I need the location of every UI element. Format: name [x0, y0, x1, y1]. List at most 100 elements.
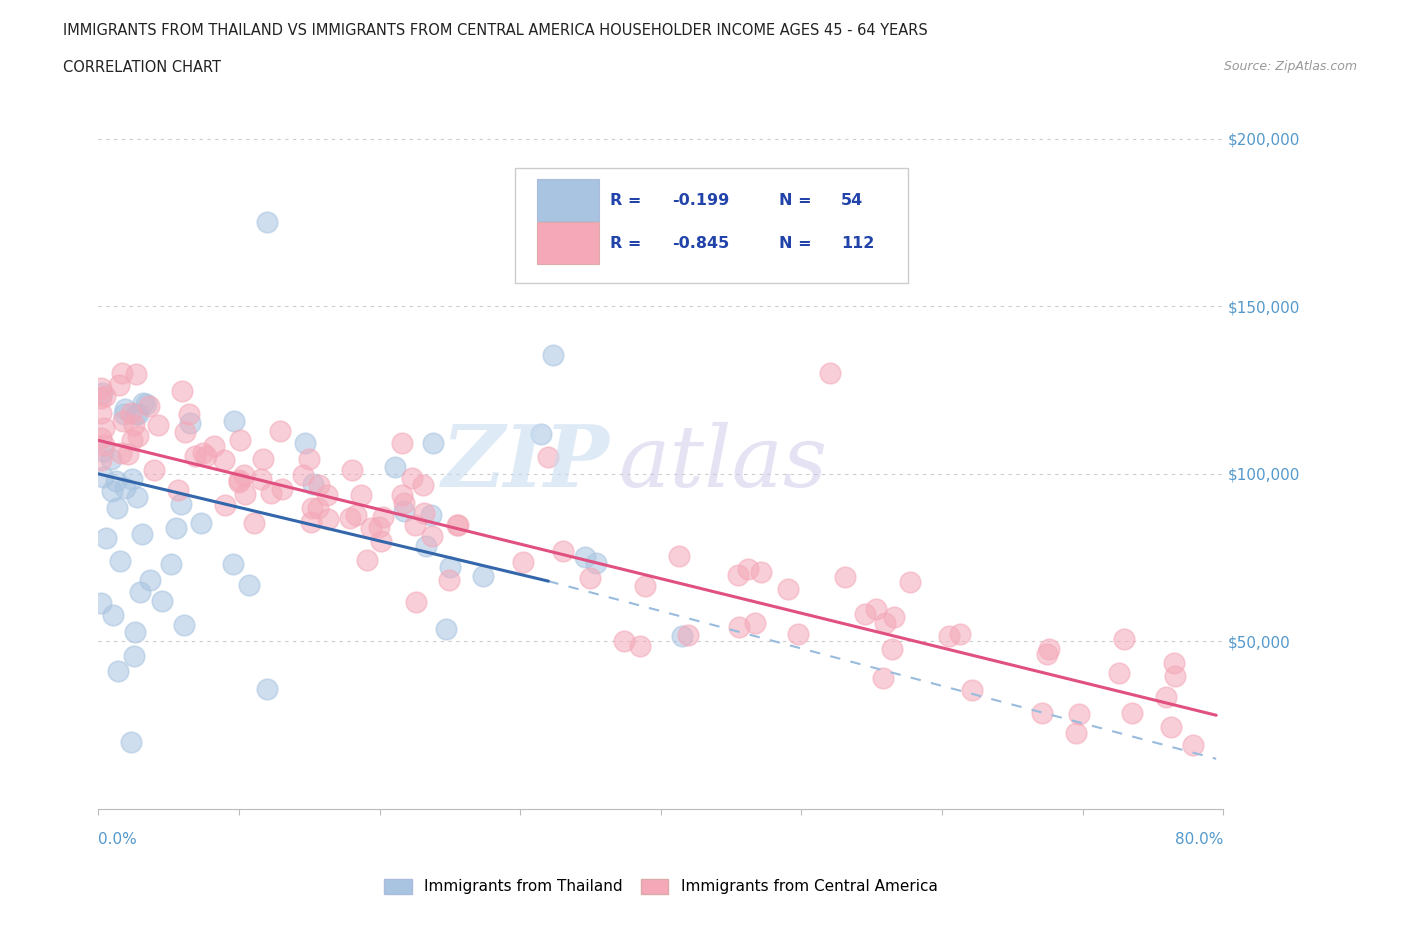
- Text: 54: 54: [841, 193, 863, 207]
- Point: [872, 671, 894, 685]
- Point: [107, 663, 129, 678]
- Point: [91, 470, 114, 485]
- Point: [252, 452, 274, 467]
- Point: [100, 451, 122, 466]
- Point: [233, 486, 256, 501]
- Point: [93, 438, 115, 453]
- Point: [415, 539, 437, 554]
- Point: [124, 625, 146, 640]
- Point: [628, 639, 651, 654]
- Point: [110, 445, 132, 460]
- Point: [318, 512, 340, 527]
- Point: [94, 389, 117, 404]
- Point: [174, 425, 197, 440]
- Text: N =: N =: [779, 193, 817, 207]
- Point: [120, 735, 142, 750]
- Point: [818, 365, 841, 380]
- Point: [1156, 689, 1178, 704]
- Point: [150, 594, 173, 609]
- Point: [138, 399, 160, 414]
- Point: [120, 405, 142, 420]
- Point: [356, 552, 378, 567]
- Point: [243, 515, 266, 530]
- Point: [222, 414, 245, 429]
- Point: [447, 517, 470, 532]
- Point: [371, 510, 394, 525]
- Point: [166, 482, 188, 497]
- Text: -0.845: -0.845: [672, 236, 730, 251]
- Point: [1121, 705, 1143, 720]
- Point: [898, 575, 921, 590]
- Point: [90, 391, 112, 405]
- Point: [853, 607, 876, 622]
- Point: [105, 473, 128, 488]
- Point: [422, 436, 444, 451]
- Point: [90, 595, 112, 610]
- Point: [307, 500, 329, 515]
- Point: [127, 406, 149, 421]
- Point: [173, 618, 195, 632]
- Point: [127, 429, 149, 444]
- Point: [91, 385, 114, 400]
- Point: [419, 508, 441, 523]
- Point: [301, 501, 323, 516]
- Point: [882, 642, 904, 657]
- Point: [579, 570, 602, 585]
- Point: [1067, 707, 1090, 722]
- Point: [93, 420, 115, 435]
- Point: [256, 682, 278, 697]
- Point: [574, 550, 596, 565]
- Text: N =: N =: [779, 236, 817, 251]
- Point: [260, 486, 283, 501]
- Point: [360, 520, 382, 535]
- Point: [183, 448, 205, 463]
- Point: [370, 534, 392, 549]
- Point: [949, 627, 972, 642]
- Point: [294, 435, 316, 450]
- Point: [228, 473, 250, 488]
- Point: [129, 585, 152, 600]
- Point: [249, 472, 271, 487]
- Point: [298, 452, 321, 467]
- Point: [114, 481, 136, 496]
- Point: [91, 444, 114, 458]
- Point: [308, 477, 330, 492]
- Point: [439, 560, 461, 575]
- Point: [125, 406, 148, 421]
- Point: [938, 629, 960, 644]
- Point: [291, 467, 314, 482]
- Point: [727, 567, 749, 582]
- Text: 0.0%: 0.0%: [98, 832, 138, 847]
- Point: [190, 516, 212, 531]
- Point: [367, 520, 389, 535]
- Point: [1066, 726, 1088, 741]
- Point: [122, 648, 145, 663]
- Point: [302, 476, 325, 491]
- Text: Source: ZipAtlas.com: Source: ZipAtlas.com: [1223, 60, 1357, 73]
- Point: [299, 514, 322, 529]
- Point: [391, 436, 413, 451]
- Point: [222, 557, 245, 572]
- Point: [111, 365, 134, 380]
- Point: [148, 418, 170, 433]
- Point: [229, 432, 252, 447]
- Point: [101, 484, 124, 498]
- Point: [214, 498, 236, 512]
- Point: [269, 424, 291, 439]
- Point: [195, 449, 218, 464]
- Point: [105, 500, 128, 515]
- Point: [139, 572, 162, 587]
- Point: [786, 627, 808, 642]
- Point: [405, 594, 427, 609]
- Point: [142, 462, 165, 477]
- Point: [238, 578, 260, 592]
- Point: [437, 572, 460, 587]
- FancyBboxPatch shape: [537, 222, 599, 264]
- Point: [135, 396, 157, 411]
- Point: [1038, 642, 1060, 657]
- Text: atlas: atlas: [619, 422, 827, 504]
- Point: [125, 366, 148, 381]
- Text: ZIP: ZIP: [443, 421, 610, 505]
- Point: [112, 413, 135, 428]
- Point: [344, 508, 367, 523]
